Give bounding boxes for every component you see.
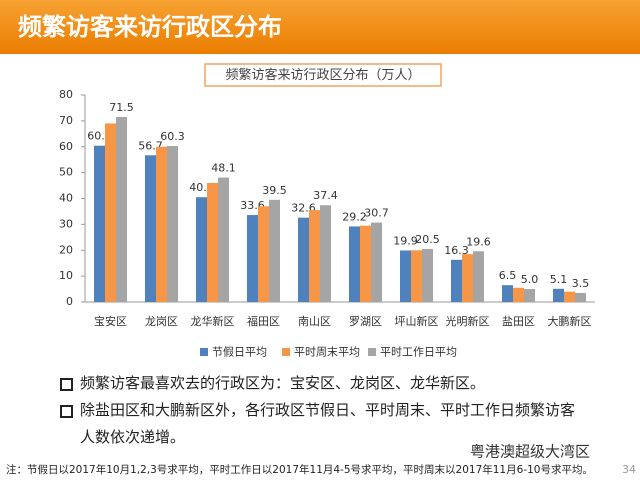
y-tick-label: 30 (59, 217, 73, 230)
bar (207, 182, 218, 302)
bar (411, 250, 422, 302)
bar (451, 259, 462, 302)
bar (145, 155, 156, 302)
bar (371, 222, 382, 302)
data-label: 37.4 (313, 189, 338, 202)
bar (400, 250, 411, 302)
bar (105, 123, 116, 303)
legend-label: 平时工作日平均 (380, 346, 457, 359)
x-tick-label: 福田区 (247, 314, 280, 328)
page-number: 34 (622, 463, 636, 476)
data-label: 39.5 (262, 184, 287, 197)
bar (575, 292, 586, 302)
legend-swatch (368, 348, 376, 356)
bar (167, 145, 178, 302)
data-label: 16.3 (444, 244, 469, 257)
data-label: 29.2 (342, 210, 367, 223)
bar (360, 225, 371, 302)
legend-swatch (282, 348, 290, 356)
data-label: 30.7 (364, 207, 389, 220)
data-label: 48.1 (211, 162, 236, 175)
bar (196, 197, 207, 302)
x-tick-label: 龙华新区 (191, 314, 235, 328)
bar (553, 288, 564, 302)
bar (349, 226, 360, 302)
x-tick-label: 光明新区 (446, 314, 490, 328)
bar (247, 215, 258, 302)
bar (473, 251, 484, 302)
bar (218, 177, 229, 302)
bar (298, 217, 309, 302)
x-tick-label: 坪山新区 (395, 314, 439, 328)
watermark: 粤港澳超级大湾区 (470, 443, 590, 461)
bar (422, 248, 433, 302)
x-tick-label: 罗湖区 (349, 315, 382, 328)
data-label: 19.6 (466, 235, 491, 248)
x-tick-label: 南山区 (298, 315, 331, 328)
page-title: 频繁访客来访行政区分布 (18, 13, 282, 41)
data-label: 3.5 (572, 277, 590, 290)
data-label: 71.5 (109, 101, 134, 114)
header-bar (0, 0, 640, 54)
legend-label: 节假日平均 (212, 345, 267, 359)
bar (564, 291, 575, 302)
bar (116, 116, 127, 303)
chart-title: 频繁访客来访行政区分布（万人） (225, 67, 420, 83)
legend-swatch (200, 348, 208, 356)
legend-label: 平时周末平均 (294, 345, 360, 359)
data-label: 5.0 (521, 273, 539, 286)
bar (502, 285, 513, 302)
x-tick-label: 宝安区 (94, 314, 127, 328)
y-tick-label: 20 (59, 243, 73, 256)
bar (156, 146, 167, 302)
bar (309, 210, 320, 302)
y-tick-label: 0 (66, 295, 73, 308)
data-label: 19.9 (393, 235, 418, 248)
bar (258, 206, 269, 302)
y-tick-label: 80 (59, 88, 73, 101)
bar (94, 145, 105, 302)
bar (462, 254, 473, 302)
footnote: 注：节假日以2017年10月1,2,3号求平均，平时工作日以2017年11月4-… (6, 463, 593, 476)
data-label: 6.5 (499, 269, 517, 282)
chart-title-box (204, 63, 442, 87)
x-tick-label: 盐田区 (502, 315, 535, 328)
bullet: 除盐田区和大鹏新区外，各行政区节假日、平时周末、平时工作日频繁访客人数依次递增。 (60, 397, 580, 451)
y-tick-label: 60 (59, 140, 73, 153)
bar (524, 289, 535, 302)
bar (513, 287, 524, 302)
y-tick-label: 40 (59, 192, 73, 205)
bar (269, 199, 280, 302)
data-label: 20.5 (415, 233, 440, 246)
data-label: 5.1 (550, 273, 568, 286)
y-tick-label: 10 (59, 269, 73, 282)
data-label: 60.3 (160, 130, 185, 143)
x-tick-label: 大鹏新区 (548, 314, 592, 328)
y-tick-label: 70 (59, 114, 73, 127)
y-tick-label: 50 (59, 166, 73, 179)
x-tick-label: 龙岗区 (145, 315, 178, 328)
bullet: 频繁访客最喜欢去的行政区为：宝安区、龙岗区、龙华新区。 (60, 370, 580, 397)
bar (320, 205, 331, 302)
